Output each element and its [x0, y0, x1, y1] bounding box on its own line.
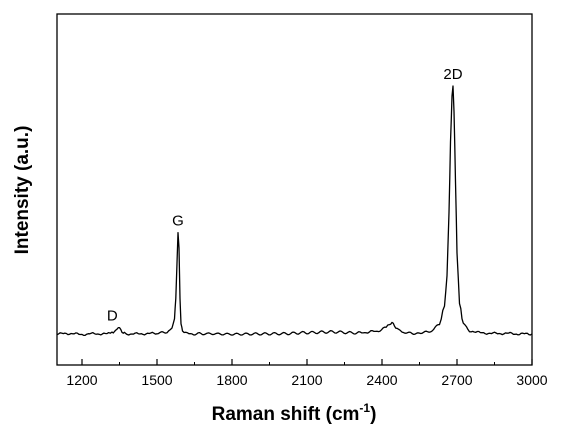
spectrum-line	[56, 85, 533, 337]
y-axis-label: Intensity (a.u.)	[12, 126, 33, 255]
plot-area: 1200 1500 1800 2100 2400 2700 3000 D G 2D	[56, 13, 548, 388]
x-tick-label: 2100	[291, 372, 322, 388]
x-tick-label: 1800	[216, 372, 247, 388]
x-tick-label: 2700	[441, 372, 472, 388]
plot-frame	[56, 13, 533, 366]
x-axis-label-suffix: )	[370, 404, 376, 425]
peak-label-g: G	[172, 213, 184, 230]
x-axis-label: Raman shift (cm-1)	[212, 401, 377, 425]
x-axis-ticks: 1200 1500 1800 2100 2400 2700 3000	[66, 359, 548, 388]
x-axis-label-superscript: -1	[359, 401, 370, 415]
x-tick-label: 2400	[366, 372, 397, 388]
peak-label-2d: 2D	[443, 66, 462, 83]
x-tick-label: 3000	[516, 372, 547, 388]
x-tick-label: 1200	[66, 372, 97, 388]
x-tick-label: 1500	[141, 372, 172, 388]
peak-label-d: D	[107, 307, 118, 324]
peak-annotations: D G 2D	[107, 66, 463, 324]
